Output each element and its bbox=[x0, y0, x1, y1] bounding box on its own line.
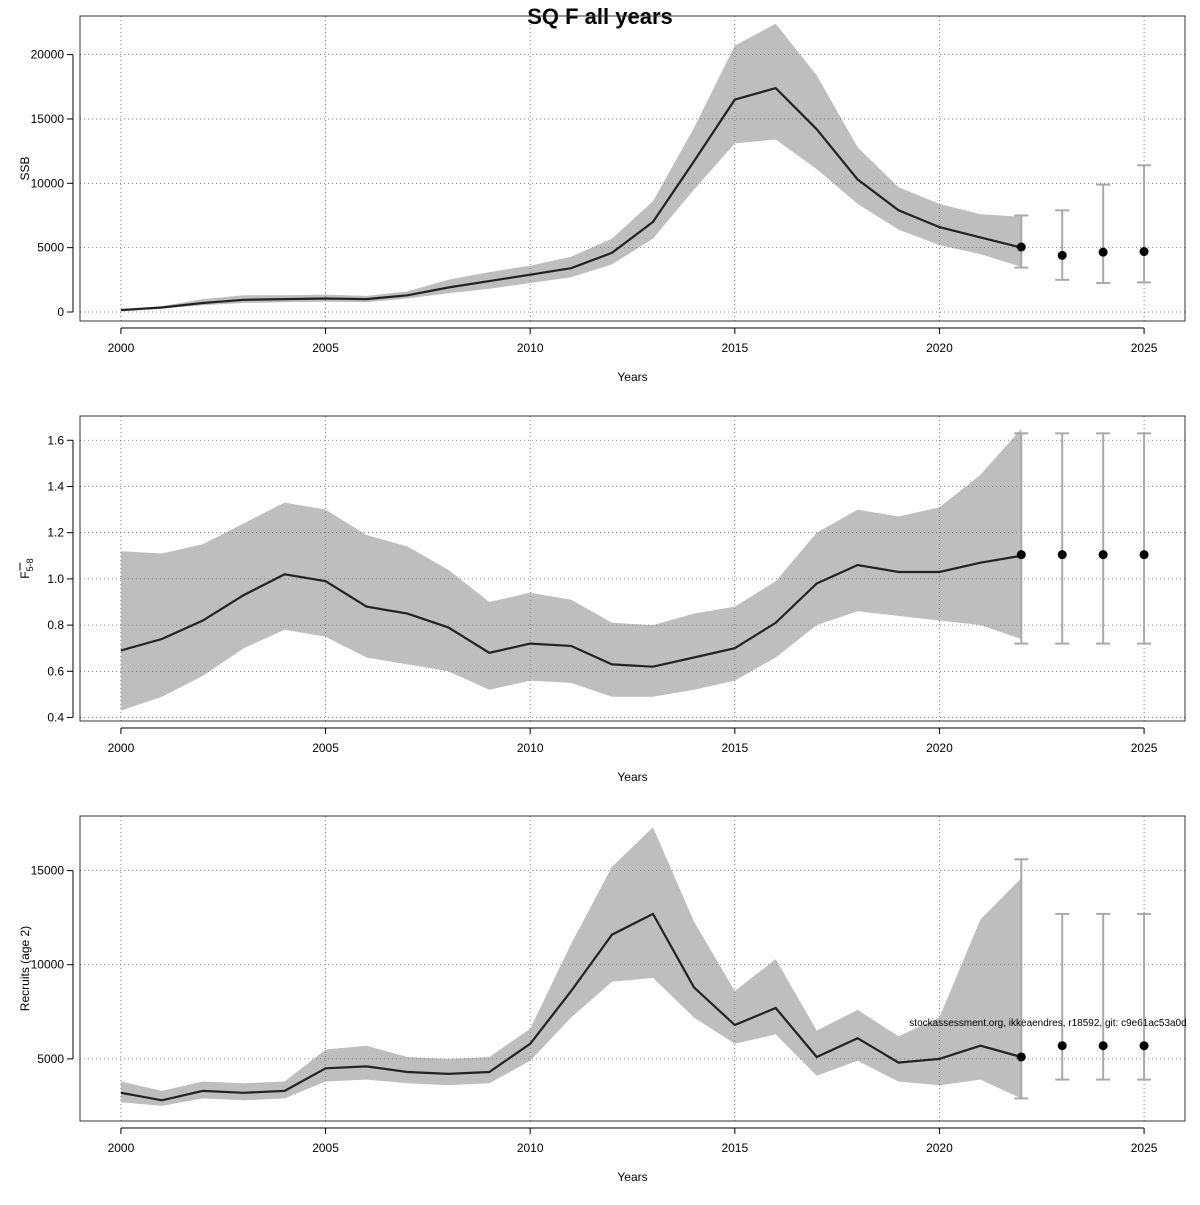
y-tick-label: 15000 bbox=[31, 864, 65, 878]
x-tick-label: 2020 bbox=[926, 741, 953, 755]
forecast-point bbox=[1098, 550, 1108, 560]
estimate-line bbox=[120, 554, 1022, 668]
x-tick-label: 2020 bbox=[926, 341, 953, 355]
panel-ssb: 2000 2005 2010 2015 2020 2025 Years 0 5000 10000 1… bbox=[18, 15, 1186, 384]
x-tick-label: 2005 bbox=[312, 741, 339, 755]
y-tick-label: 5000 bbox=[37, 241, 64, 255]
y-tick-label: 20000 bbox=[31, 48, 65, 62]
y-axis-label: SSB bbox=[18, 156, 32, 180]
x-tick-label: 2000 bbox=[108, 1141, 135, 1155]
x-tick-label: 2005 bbox=[312, 341, 339, 355]
forecast-point bbox=[1098, 247, 1108, 257]
forecast-point bbox=[1057, 1041, 1067, 1051]
x-tick-label: 2010 bbox=[517, 341, 544, 355]
x-tick-label: 2010 bbox=[517, 741, 544, 755]
forecast-point bbox=[1016, 550, 1026, 560]
forecast-point bbox=[1057, 250, 1067, 260]
forecast-point bbox=[1098, 1041, 1108, 1051]
x-tick-label: 2025 bbox=[1131, 341, 1158, 355]
x-axis-label: Years bbox=[617, 370, 647, 384]
watermark-text: stockassessment.org, ikkeaendres, r18592… bbox=[909, 1018, 1186, 1029]
plot-frame bbox=[79, 415, 1186, 722]
y-tick-label: 10000 bbox=[31, 958, 65, 972]
y-tick-label: 1.4 bbox=[47, 479, 64, 493]
y-tick-label: 1.2 bbox=[47, 526, 64, 540]
forecast-point bbox=[1016, 1052, 1026, 1062]
x-axis-label: Years bbox=[617, 1170, 647, 1184]
forecast-point bbox=[1057, 550, 1067, 560]
x-tick-label: 2005 bbox=[312, 1141, 339, 1155]
x-tick-label: 2000 bbox=[108, 741, 135, 755]
confidence-band bbox=[120, 23, 1022, 311]
y-tick-label: 1.6 bbox=[47, 433, 64, 447]
panel-fbar: 2000 2005 2010 2015 2020 2025 Years 0.4 0.6 0.8 1.… bbox=[18, 415, 1186, 784]
x-tick-label: 2025 bbox=[1131, 741, 1158, 755]
confidence-band bbox=[120, 827, 1022, 1106]
x-tick-label: 2015 bbox=[721, 341, 748, 355]
estimate-line bbox=[120, 86, 1022, 312]
y-tick-label: 15000 bbox=[31, 112, 65, 126]
x-tick-label: 2000 bbox=[108, 341, 135, 355]
x-tick-label: 2020 bbox=[926, 1141, 953, 1155]
y-tick-label: 10000 bbox=[31, 176, 65, 190]
y-tick-label: 5000 bbox=[37, 1052, 64, 1066]
forecast-point bbox=[1016, 242, 1026, 252]
forecast-point bbox=[1139, 247, 1149, 257]
y-tick-label: 0.6 bbox=[47, 664, 64, 678]
y-axis-label-subscript: 5-8 bbox=[25, 558, 35, 571]
plot-frame bbox=[79, 815, 1186, 1122]
x-axis-label: Years bbox=[617, 770, 647, 784]
panel-recruits: 2000 2005 2010 2015 2020 2025 Years 5000 10000 15… bbox=[18, 815, 1186, 1184]
y-axis-label: F5-8 bbox=[18, 558, 35, 578]
y-tick-label: 1.0 bbox=[47, 572, 64, 586]
estimate-line bbox=[120, 912, 1022, 1102]
confidence-band bbox=[120, 428, 1022, 711]
forecast-point bbox=[1139, 1041, 1149, 1051]
x-tick-label: 2025 bbox=[1131, 1141, 1158, 1155]
x-tick-label: 2015 bbox=[721, 1141, 748, 1155]
plot-frame bbox=[79, 15, 1186, 322]
y-tick-label: 0.8 bbox=[47, 618, 64, 632]
x-tick-label: 2010 bbox=[517, 1141, 544, 1155]
chart-panels: 2000 2005 2010 2015 2020 2025 Years 0 5000 10000 1… bbox=[18, 15, 1186, 1184]
y-tick-label: 0 bbox=[57, 305, 64, 319]
y-tick-label: 0.4 bbox=[47, 711, 64, 725]
y-axis-label: Recruits (age 2) bbox=[18, 926, 32, 1011]
forecast-point bbox=[1139, 550, 1149, 560]
x-tick-label: 2015 bbox=[721, 741, 748, 755]
